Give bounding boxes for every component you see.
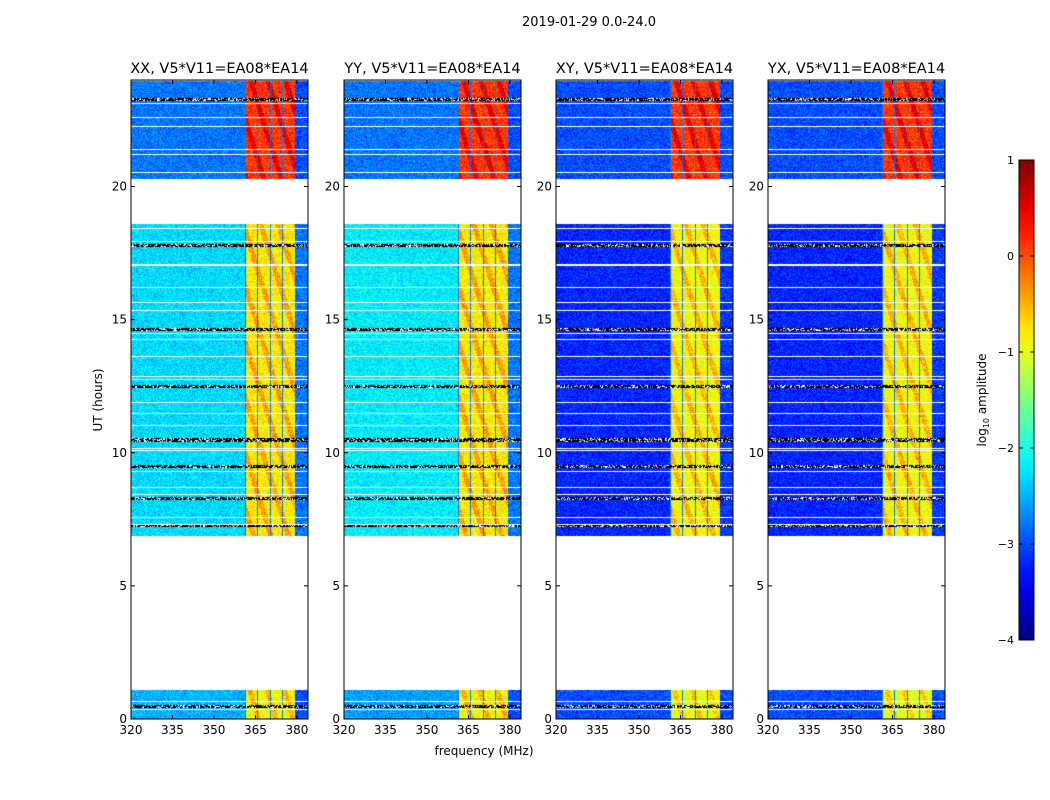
- x-tick-label: 335: [161, 723, 184, 737]
- colorbar-tick-label: −4: [998, 634, 1014, 647]
- colorbar-tick-label: −3: [998, 538, 1014, 551]
- heatmap-0: [131, 80, 308, 719]
- y-tick-label: 20: [749, 180, 764, 194]
- panel-yx: YX, V5*V11=EA08*EA14 320 335 350 365 380 0 5 10 1…: [749, 61, 946, 737]
- x-tick-label: 320: [120, 723, 143, 737]
- colorbar: [1018, 159, 1035, 641]
- x-tick-label: 365: [244, 723, 267, 737]
- y-tick-label: 15: [537, 313, 552, 327]
- x-tick-label: 380: [710, 723, 733, 737]
- x-tick-label: 365: [457, 723, 480, 737]
- plot-frame: [555, 79, 734, 720]
- x-tick-label: 350: [203, 723, 226, 737]
- y-tick-label: 0: [119, 712, 127, 726]
- x-tick-label: 320: [333, 723, 356, 737]
- panel-title: YX, V5*V11=EA08*EA14: [767, 61, 945, 77]
- panel-xy: XY, V5*V11=EA08*EA14 320 335 350 365 380 0 5 10 1…: [537, 61, 734, 737]
- colorbar-tick-label: 0: [1007, 250, 1014, 263]
- x-tick-label: 380: [922, 723, 945, 737]
- x-tick-label: 335: [374, 723, 397, 737]
- y-tick-label: 5: [756, 579, 764, 593]
- panel-title: YY, V5*V11=EA08*EA14: [343, 61, 520, 77]
- y-tick-label: 20: [112, 180, 127, 194]
- y-tick-label: 5: [119, 579, 127, 593]
- y-tick-label: 5: [544, 579, 552, 593]
- colorbar-label: log10 amplitude: [975, 354, 991, 447]
- y-tick-label: 0: [332, 712, 340, 726]
- x-tick-label: 380: [498, 723, 521, 737]
- y-tick-label: 20: [325, 180, 340, 194]
- x-tick-label: 320: [757, 723, 780, 737]
- plot-frame: [130, 79, 309, 720]
- plot-frame: [767, 79, 946, 720]
- x-tick-label: 365: [669, 723, 692, 737]
- x-axis-label: frequency (MHz): [434, 744, 533, 758]
- x-tick-label: 350: [840, 723, 863, 737]
- colorbar-tick-label: −2: [998, 442, 1014, 455]
- colorbar-tick-label: 1: [1007, 154, 1014, 167]
- x-tick-label: 350: [416, 723, 439, 737]
- x-tick-label: 335: [798, 723, 821, 737]
- y-tick-label: 5: [332, 579, 340, 593]
- y-tick-label: 20: [537, 180, 552, 194]
- colorbar-tick-label: −1: [998, 346, 1014, 359]
- x-tick-label: 380: [285, 723, 308, 737]
- x-tick-label: 335: [586, 723, 609, 737]
- panel-xx: XX, V5*V11=EA08*EA14 320 335 350 365 380 0 5 10 1…: [112, 61, 309, 737]
- x-tick-label: 320: [545, 723, 568, 737]
- y-tick-label: 15: [325, 313, 340, 327]
- y-tick-label: 10: [749, 446, 764, 460]
- y-tick-label: 15: [749, 313, 764, 327]
- heatmap-2: [556, 80, 733, 719]
- panel-yy: YY, V5*V11=EA08*EA14 320 335 350 365 380 0 5 10 1…: [325, 61, 522, 737]
- y-tick-label: 15: [112, 313, 127, 327]
- y-tick-label: 0: [756, 712, 764, 726]
- y-tick-label: 10: [325, 446, 340, 460]
- heatmap-1: [344, 80, 521, 719]
- heatmap-3: [768, 80, 945, 719]
- plot-frame: [343, 79, 522, 720]
- y-tick-label: 10: [112, 446, 127, 460]
- x-tick-label: 350: [628, 723, 651, 737]
- suptitle: 2019-01-29 0.0-24.0: [522, 15, 656, 30]
- y-tick-label: 10: [537, 446, 552, 460]
- x-tick-label: 365: [881, 723, 904, 737]
- panel-title: XX, V5*V11=EA08*EA14: [130, 61, 308, 77]
- y-axis-label: UT (hours): [91, 368, 105, 431]
- y-tick-label: 0: [544, 712, 552, 726]
- panel-title: XY, V5*V11=EA08*EA14: [556, 61, 733, 77]
